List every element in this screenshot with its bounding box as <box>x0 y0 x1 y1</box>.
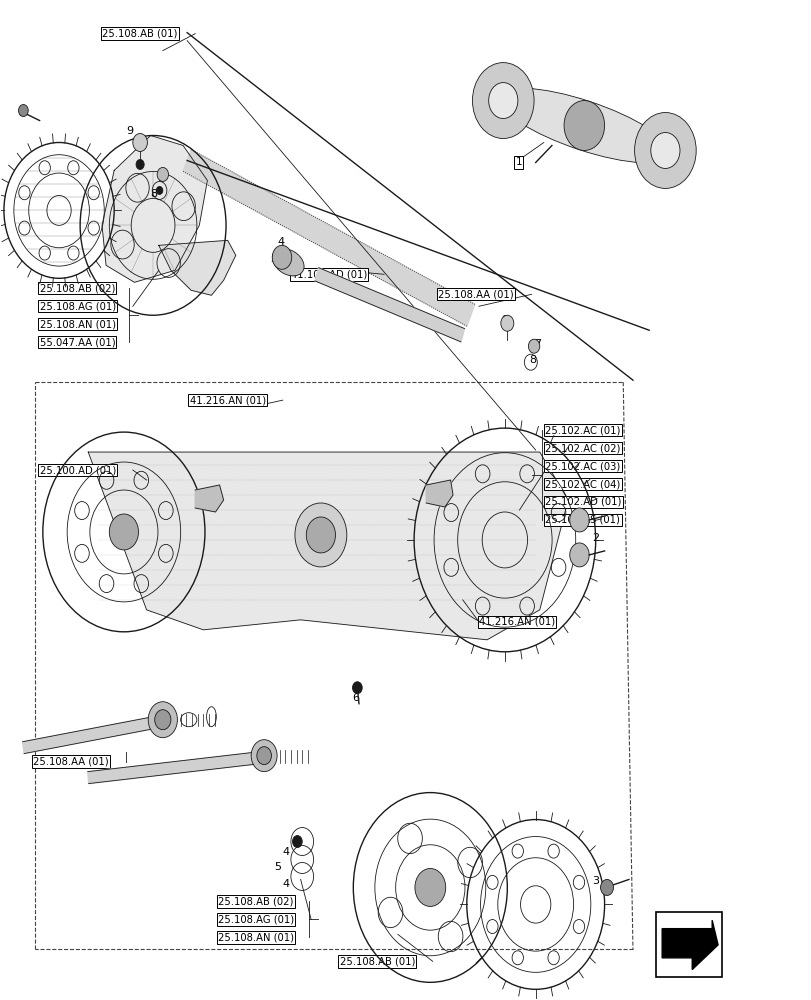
Text: 25.102.AC (04): 25.102.AC (04) <box>545 479 620 489</box>
Polygon shape <box>661 920 717 970</box>
Circle shape <box>650 133 679 168</box>
Bar <box>654 912 721 977</box>
Polygon shape <box>159 240 235 295</box>
Text: 25.108.AB (02): 25.108.AB (02) <box>40 283 115 293</box>
Text: 5: 5 <box>269 254 277 264</box>
Text: 4: 4 <box>282 847 290 857</box>
Text: 25.100.AD (01): 25.100.AD (01) <box>40 465 116 475</box>
Text: 25.102.AC (01): 25.102.AC (01) <box>545 425 620 435</box>
Circle shape <box>133 134 148 151</box>
Polygon shape <box>315 268 464 342</box>
Circle shape <box>294 503 346 567</box>
Circle shape <box>500 315 513 331</box>
Ellipse shape <box>272 249 303 276</box>
Circle shape <box>564 101 604 150</box>
Text: 25.108.AN (01): 25.108.AN (01) <box>217 932 294 942</box>
Circle shape <box>414 868 445 906</box>
Circle shape <box>569 508 589 532</box>
Circle shape <box>600 879 613 895</box>
Text: 25.108.AB (01): 25.108.AB (01) <box>102 29 177 39</box>
Text: 3: 3 <box>592 876 599 886</box>
Polygon shape <box>88 752 260 784</box>
Circle shape <box>157 167 169 181</box>
Text: 8: 8 <box>151 189 157 199</box>
Text: 9: 9 <box>501 315 508 325</box>
Circle shape <box>472 63 534 139</box>
Text: 41.216.AN (01): 41.216.AN (01) <box>189 395 265 405</box>
Text: 25.108.AA (01): 25.108.AA (01) <box>33 757 109 767</box>
Polygon shape <box>195 485 223 512</box>
Polygon shape <box>88 452 568 640</box>
Text: 4: 4 <box>277 237 285 247</box>
Circle shape <box>155 710 170 730</box>
Text: 25.102.AC (03): 25.102.AC (03) <box>545 461 620 471</box>
Polygon shape <box>23 716 159 754</box>
Text: 1: 1 <box>515 157 521 167</box>
Text: 25.108.AA (01): 25.108.AA (01) <box>438 289 513 299</box>
Circle shape <box>19 105 28 117</box>
Text: 55.047.AA (01): 55.047.AA (01) <box>40 337 115 347</box>
Text: 41.216.AN (01): 41.216.AN (01) <box>478 617 555 627</box>
Circle shape <box>292 836 302 848</box>
Text: 41.106.AD (01): 41.106.AD (01) <box>290 269 367 279</box>
Text: 3: 3 <box>19 108 25 118</box>
Text: 7: 7 <box>157 173 163 183</box>
Text: 25.108.AB (02): 25.108.AB (02) <box>217 896 293 906</box>
Circle shape <box>136 159 144 169</box>
Circle shape <box>352 682 362 694</box>
Text: 6: 6 <box>352 693 359 703</box>
Circle shape <box>109 514 139 550</box>
Polygon shape <box>183 150 474 326</box>
Polygon shape <box>426 480 453 507</box>
Text: 25.102.AD (01): 25.102.AD (01) <box>545 497 621 507</box>
Text: 25.108.AB (01): 25.108.AB (01) <box>339 956 414 966</box>
Circle shape <box>256 747 271 765</box>
Circle shape <box>569 543 589 567</box>
Ellipse shape <box>497 88 670 163</box>
Circle shape <box>157 186 163 194</box>
Circle shape <box>528 339 539 353</box>
Text: 25.108.AG (01): 25.108.AG (01) <box>40 301 116 311</box>
Text: 2: 2 <box>592 533 599 543</box>
Circle shape <box>272 245 291 269</box>
Circle shape <box>251 740 277 772</box>
Text: 7: 7 <box>534 339 541 349</box>
Text: 25.108.AG (01): 25.108.AG (01) <box>217 914 294 924</box>
Text: 25.102.AC (02): 25.102.AC (02) <box>545 443 620 453</box>
Text: 8: 8 <box>529 355 536 365</box>
Circle shape <box>634 113 695 188</box>
Circle shape <box>488 83 517 119</box>
Polygon shape <box>102 136 207 282</box>
Text: 25.102.AS (01): 25.102.AS (01) <box>545 515 620 525</box>
Text: 4: 4 <box>282 879 290 889</box>
Circle shape <box>306 517 335 553</box>
Text: 25.108.AN (01): 25.108.AN (01) <box>40 319 115 329</box>
Circle shape <box>148 702 177 738</box>
Text: 9: 9 <box>127 126 133 136</box>
Text: 5: 5 <box>273 862 281 872</box>
